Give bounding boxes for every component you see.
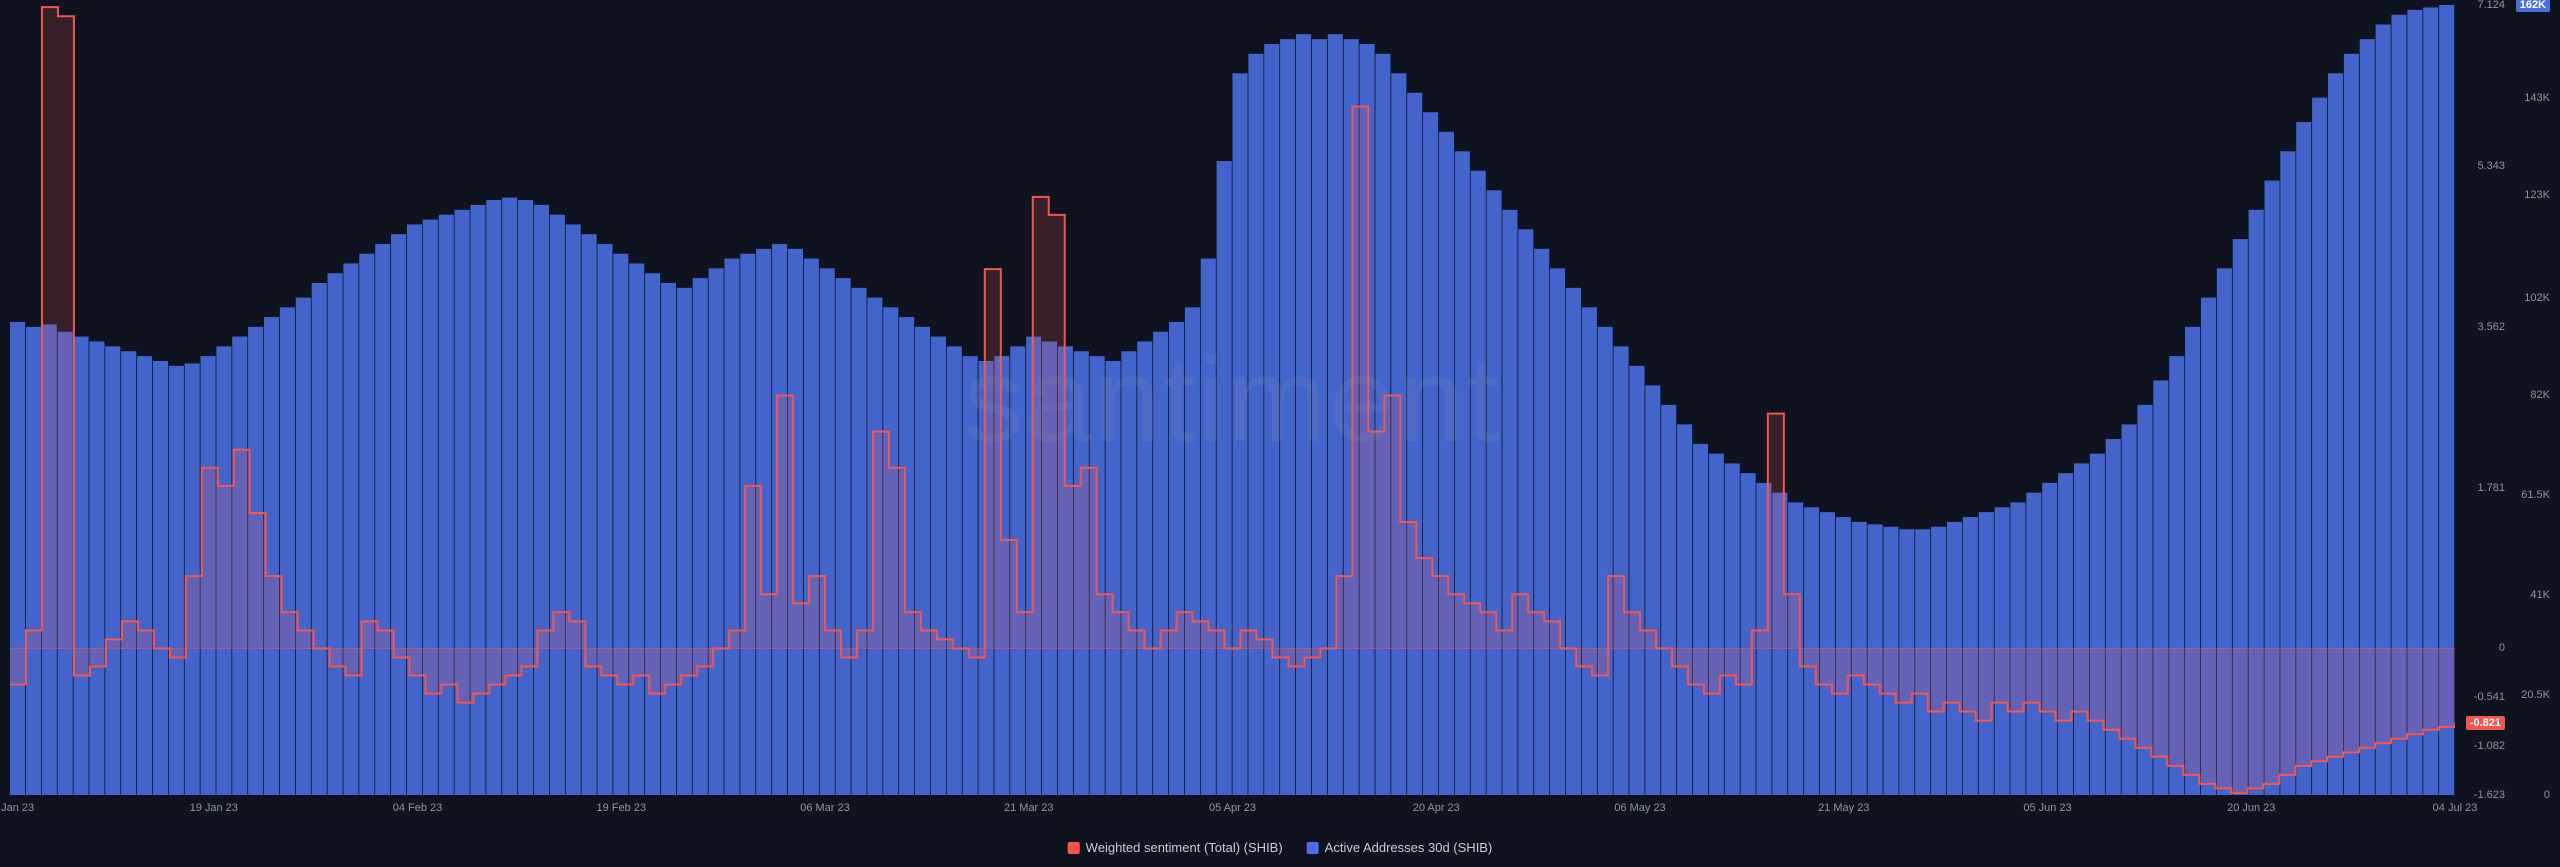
- legend-item-sentiment[interactable]: Weighted sentiment (Total) (SHIB): [1068, 840, 1283, 855]
- x-tick: 19 Feb 23: [596, 802, 646, 814]
- y-tick-addresses: 143K: [2524, 92, 2550, 104]
- y-tick-sentiment: -1.082: [2474, 740, 2505, 752]
- x-tick: 06 Mar 23: [800, 802, 850, 814]
- x-tick: 20 Apr 23: [1413, 802, 1460, 814]
- y-tick-sentiment: 5.343: [2477, 160, 2505, 172]
- addresses-current-badge: 162K: [2516, 0, 2550, 12]
- legend-label: Active Addresses 30d (SHIB): [1325, 840, 1493, 855]
- x-tick: 20 Jun 23: [2227, 802, 2275, 814]
- legend-label: Weighted sentiment (Total) (SHIB): [1086, 840, 1283, 855]
- x-tick: 04 Jul 23: [2433, 802, 2478, 814]
- x-tick: 21 May 23: [1818, 802, 1869, 814]
- x-tick: 19 Jan 23: [190, 802, 238, 814]
- x-tick: 06 May 23: [1614, 802, 1665, 814]
- y-tick-sentiment: 0: [2499, 642, 2505, 654]
- y-tick-sentiment: 7.124: [2477, 0, 2505, 11]
- y-tick-sentiment: 1.781: [2477, 482, 2505, 494]
- y-tick-sentiment: -1.623: [2474, 789, 2505, 801]
- y-tick-addresses: 41K: [2530, 589, 2550, 601]
- legend-swatch-sentiment: [1068, 842, 1080, 854]
- x-axis: 04 Jan 2319 Jan 2304 Feb 2319 Feb 2306 M…: [10, 802, 2455, 822]
- y-tick-addresses: 82K: [2530, 389, 2550, 401]
- legend: Weighted sentiment (Total) (SHIB) Active…: [1068, 840, 1493, 855]
- legend-item-addresses[interactable]: Active Addresses 30d (SHIB): [1307, 840, 1493, 855]
- y-tick-addresses: 102K: [2524, 292, 2550, 304]
- chart-container: santiment 04 Jan 23 19 Jan 23 04 Feb 23 19 …: [0, 0, 2560, 867]
- x-tick: 21 Mar 23: [1004, 802, 1054, 814]
- x-tick: 04 Jan 23: [0, 802, 34, 814]
- plot-area[interactable]: santiment: [10, 5, 2455, 795]
- x-tick: 05 Apr 23: [1209, 802, 1256, 814]
- x-tick: 04 Feb 23: [393, 802, 443, 814]
- y-axis-sentiment: 7.1245.3433.5621.7810-0.541-1.082-1.623-…: [2460, 5, 2505, 795]
- y-axis-addresses: 162K143K123K102K82K61.5K41K20.5K0162K: [2510, 5, 2550, 795]
- y-tick-addresses: 20.5K: [2521, 689, 2550, 701]
- y-tick-addresses: 61.5K: [2521, 489, 2550, 501]
- y-tick-sentiment: 3.562: [2477, 321, 2505, 333]
- x-tick: 05 Jun 23: [2023, 802, 2071, 814]
- y-tick-addresses: 0: [2544, 789, 2550, 801]
- chart-svg: [10, 5, 2455, 795]
- sentiment-current-badge: -0.821: [2466, 716, 2505, 730]
- y-tick-addresses: 123K: [2524, 189, 2550, 201]
- y-tick-sentiment: -0.541: [2474, 691, 2505, 703]
- legend-swatch-addresses: [1307, 842, 1319, 854]
